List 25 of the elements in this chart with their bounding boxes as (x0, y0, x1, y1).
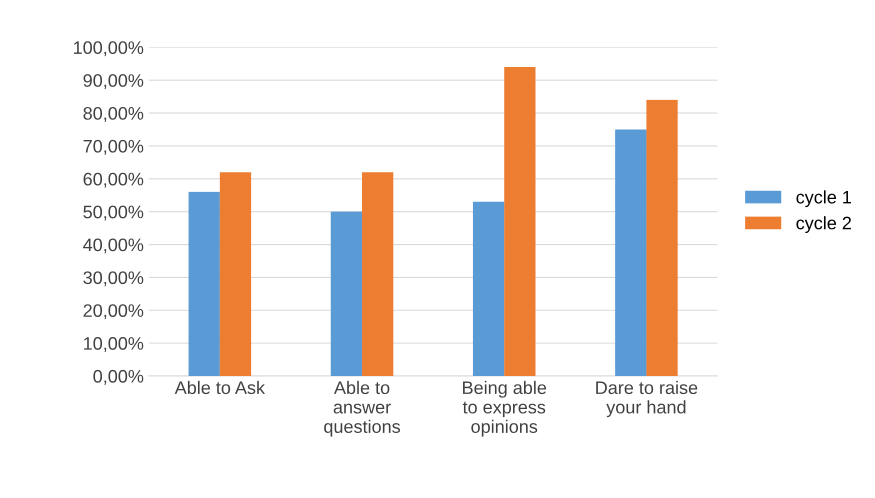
y-tick-label: 70,00% (84, 140, 144, 155)
x-tick-label: Dare to raise your hand (596, 380, 698, 418)
legend-label: cycle 1 (796, 190, 851, 208)
x-tick-label: Being able to express opinions (462, 380, 546, 437)
y-tick-label: 10,00% (84, 337, 144, 352)
bar (220, 172, 252, 376)
bar (472, 202, 504, 376)
y-tick-label: 30,00% (83, 271, 144, 286)
bar (362, 172, 394, 376)
y-tick-label: 20,00% (84, 304, 144, 320)
bar (646, 100, 678, 376)
y-tick-label: 0,00% (93, 370, 144, 385)
y-tick-label: 90,00% (84, 74, 144, 90)
x-tick-label: Able to answer questions (324, 380, 400, 437)
x-tick-label: Able to Ask (174, 380, 266, 394)
bar (615, 129, 646, 376)
y-tick-label: 60,00% (84, 172, 144, 188)
legend-label: cycle 2 (796, 216, 851, 233)
y-tick-label: 40,00% (83, 238, 144, 254)
bar (504, 67, 536, 376)
y-tick-label: 100,00% (74, 41, 144, 56)
y-tick-label: 80,00% (83, 106, 144, 122)
y-tick-label: 50,00% (83, 206, 144, 221)
bar (188, 192, 220, 376)
bar (330, 212, 362, 376)
